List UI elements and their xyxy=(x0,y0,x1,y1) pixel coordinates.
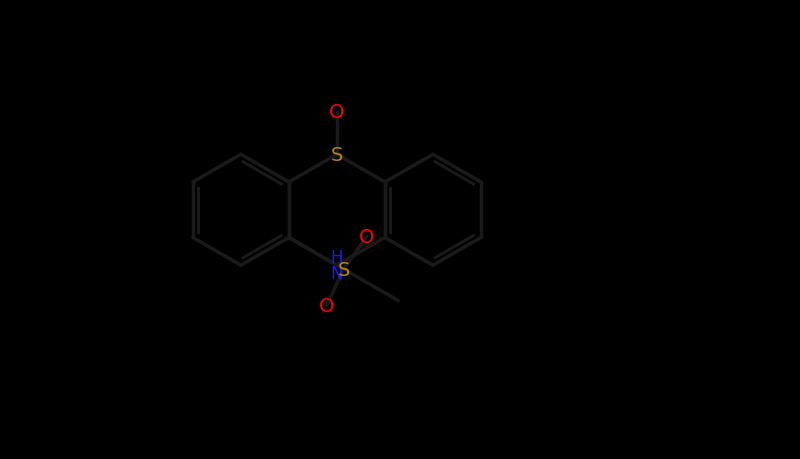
Text: O: O xyxy=(329,103,345,122)
Text: S: S xyxy=(330,146,343,164)
Text: S: S xyxy=(338,260,350,279)
Text: H
N: H N xyxy=(330,248,343,283)
Text: O: O xyxy=(359,227,374,246)
Text: O: O xyxy=(319,297,334,315)
